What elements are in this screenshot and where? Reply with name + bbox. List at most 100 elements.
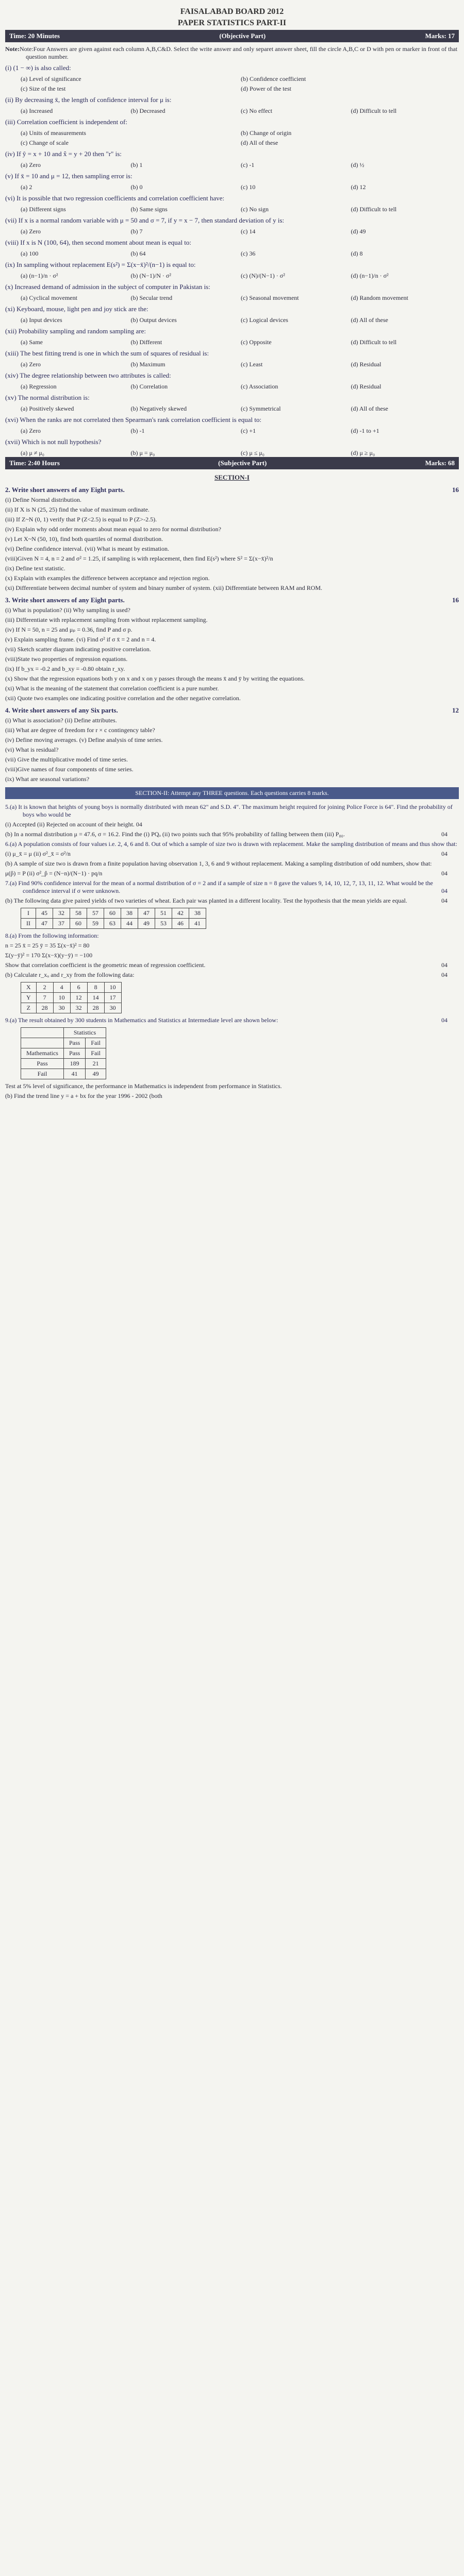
q6a-sub: (i) μ_x̄ = μ (ii) σ²_x̄ = σ²/n04: [23, 850, 459, 858]
sub-part: (iv) Define moving averages. (v) Define …: [23, 736, 459, 744]
obj-options: (a) Same(b) Different(c) Opposite(d) Dif…: [21, 338, 459, 346]
sub-part: (xi) What is the meaning of the statemen…: [23, 685, 459, 692]
option: (c) 14: [241, 228, 349, 235]
option: (d) Random movement: [351, 294, 459, 302]
sub-part: (ii) If X is N (25, 25) find the value o…: [23, 506, 459, 514]
sub-part: (x) Explain with examples the difference…: [23, 574, 459, 582]
option: (d) Difficult to tell: [351, 107, 459, 115]
sub-part: (i) Define Normal distribution.: [23, 496, 459, 504]
q8a-2: Σ(y−ȳ)² = 170 Σ(x−x̄)(y−ȳ) = −100: [23, 952, 459, 959]
option: (d) ½: [351, 161, 459, 169]
obj-options: (a) μ ≠ μ₀(b) μ = μ₀(c) μ ≤ μ₀(d) μ ≥ μ₀: [21, 449, 459, 457]
option: (b) 7: [131, 228, 239, 235]
option: (b) Confidence coefficient: [241, 75, 459, 83]
obj-question: (xii) Probability sampling and random sa…: [20, 327, 459, 335]
sub-part: (vii) Give the multiplicative model of t…: [23, 756, 459, 764]
q9a-1: Test at 5% level of significance, the pe…: [23, 1082, 459, 1090]
option: (a) Regression: [21, 383, 129, 391]
obj-question: (iii) Correlation coefficient is indepen…: [20, 118, 459, 126]
q3-header: 3. Write short answers of any Eight part…: [5, 596, 459, 604]
option: (d) μ ≥ μ₀: [351, 449, 459, 457]
q4-header: 4. Write short answers of any Six parts.…: [5, 706, 459, 715]
q5b: (b) In a normal distribution μ = 47.6, σ…: [23, 831, 459, 838]
option: (a) μ ≠ μ₀: [21, 449, 129, 457]
q5a-sub: (i) Accepted (ii) Rejected on account of…: [23, 821, 459, 828]
obj-options: (a) Regression(b) Correlation(c) Associa…: [21, 383, 459, 391]
option: (d) Residual: [351, 361, 459, 368]
board-header: FAISALABAD BOARD 2012: [5, 7, 459, 16]
option: (c) 10: [241, 183, 349, 191]
option: (a) Cyclical movement: [21, 294, 129, 302]
option: (b) Negatively skewed: [131, 405, 239, 413]
obj-question: (xiv) The degree relationship between tw…: [20, 371, 459, 380]
q8a-1: n = 25 x̄ = 25 ȳ = 35 Σ(x−x̄)² = 80: [23, 942, 459, 950]
obj-marks: Marks: 17: [425, 32, 455, 40]
option: (c) μ ≤ μ₀: [241, 449, 349, 457]
sub-part: (viii)Give names of four components of t…: [23, 766, 459, 773]
option: (d) Difficult to tell: [351, 338, 459, 346]
obj-question: (i) (1 − ∞) is also called:: [20, 64, 459, 72]
obj-question: (xvii) Which is not null hypothesis?: [20, 438, 459, 446]
option: (a) Zero: [21, 427, 129, 435]
option: (d) Difficult to tell: [351, 206, 459, 213]
q7-table: I45325857603847514238 II4737605963444953…: [21, 908, 206, 929]
option: (a) 100: [21, 250, 129, 258]
sub-part: (ix) What are seasonal variations?: [23, 775, 459, 783]
option: (d) 8: [351, 250, 459, 258]
obj-options: (a) Zero(b) 1(c) -1(d) ½: [21, 161, 459, 169]
obj-options: (a) 100(b) 64(c) 36(d) 8: [21, 250, 459, 258]
option: (d) All of these: [241, 139, 459, 147]
option: (c) (N)/(N−1) · σ²: [241, 272, 349, 280]
sub-part: (iii) What are degree of freedom for r ×…: [23, 726, 459, 734]
obj-options: (a) Different signs(b) Same signs(c) No …: [21, 206, 459, 213]
q6a: 6.(a) A population consists of four valu…: [23, 840, 459, 848]
q7b: (b) The following data give paired yield…: [23, 897, 459, 905]
q8-table: X246810 Y710121417 Z2830322830: [21, 982, 122, 1013]
section-1-header: SECTION-I: [5, 473, 459, 482]
option: (a) Zero: [21, 228, 129, 235]
option: (c) 36: [241, 250, 349, 258]
objective-bar: Time: 20 Minutes (Objective Part) Marks:…: [5, 30, 459, 42]
sub-part: (iv) If N = 50, n = 25 and μₚ = 0.36, fi…: [23, 626, 459, 634]
sub-part: (i) What is population? (ii) Why samplin…: [23, 606, 459, 614]
obj-options: (a) Zero(b) Maximum(c) Least(d) Residual: [21, 361, 459, 368]
option: (a) Positively skewed: [21, 405, 129, 413]
option: (d) Residual: [351, 383, 459, 391]
obj-options: (a) (n−1)/n · σ²(b) (N−1)/N · σ²(c) (N)/…: [21, 272, 459, 280]
obj-part: (Objective Part): [219, 32, 266, 40]
paper-title: PAPER STATISTICS PART-II: [5, 19, 459, 28]
sub-part: (vii) Sketch scatter diagram indicating …: [23, 646, 459, 653]
option: (a) Input devices: [21, 316, 129, 324]
option: (b) 1: [131, 161, 239, 169]
obj-question: (viii) If x is N (100, 64), then second …: [20, 239, 459, 247]
obj-options: (a) Zero(b) -1(c) +1(d) -1 to +1: [21, 427, 459, 435]
q9b: (b) Find the trend line y = a + bx for t…: [23, 1092, 459, 1100]
obj-question: (iv) If ŷ = x + 10 and x̂ = y + 20 then …: [20, 150, 459, 158]
option: (c) Change of scale: [21, 139, 239, 147]
q8a: 8.(a) From the following information:: [23, 932, 459, 940]
obj-question: (ii) By decreasing x̄, the length of con…: [20, 96, 459, 104]
option: (c) Opposite: [241, 338, 349, 346]
option: (c) Symmetrical: [241, 405, 349, 413]
obj-options: (a) Positively skewed(b) Negatively skew…: [21, 405, 459, 413]
obj-options: (a) Level of significance(b) Confidence …: [21, 75, 459, 93]
option: (c) Logical devices: [241, 316, 349, 324]
obj-question: (x) Increased demand of admission in the…: [20, 283, 459, 291]
obj-question: (xv) The normal distribution is:: [20, 394, 459, 402]
option: (a) (n−1)/n · σ²: [21, 272, 129, 280]
sub-time: Time: 2:40 Hours: [9, 459, 60, 467]
q5a: 5.(a) It is known that heights of young …: [23, 803, 459, 819]
q9-table: Statistics PassFail MathematicsPassFail …: [21, 1027, 106, 1079]
sub-part: (viii)Given N = 4, n = 2 and σ² = 1.25, …: [23, 555, 459, 563]
instruction-note: Note:Note:Four Answers are given against…: [5, 45, 459, 61]
option: (c) +1: [241, 427, 349, 435]
sub-marks: Marks: 68: [425, 459, 455, 467]
option: (b) Different: [131, 338, 239, 346]
sub-part: (x) Show that the regression equations b…: [23, 675, 459, 683]
sub-part: (v) Let X~N (50, 10), find both quartile…: [23, 535, 459, 543]
obj-question: (ix) In sampling without replacement E(s…: [20, 261, 459, 269]
option: (d) (n−1)/n · σ²: [351, 272, 459, 280]
sub-part: (i) What is association? (ii) Define att…: [23, 717, 459, 724]
sub-part: (vi) Define confidence interval. (vii) W…: [23, 545, 459, 553]
option: (d) Power of the test: [241, 85, 459, 93]
